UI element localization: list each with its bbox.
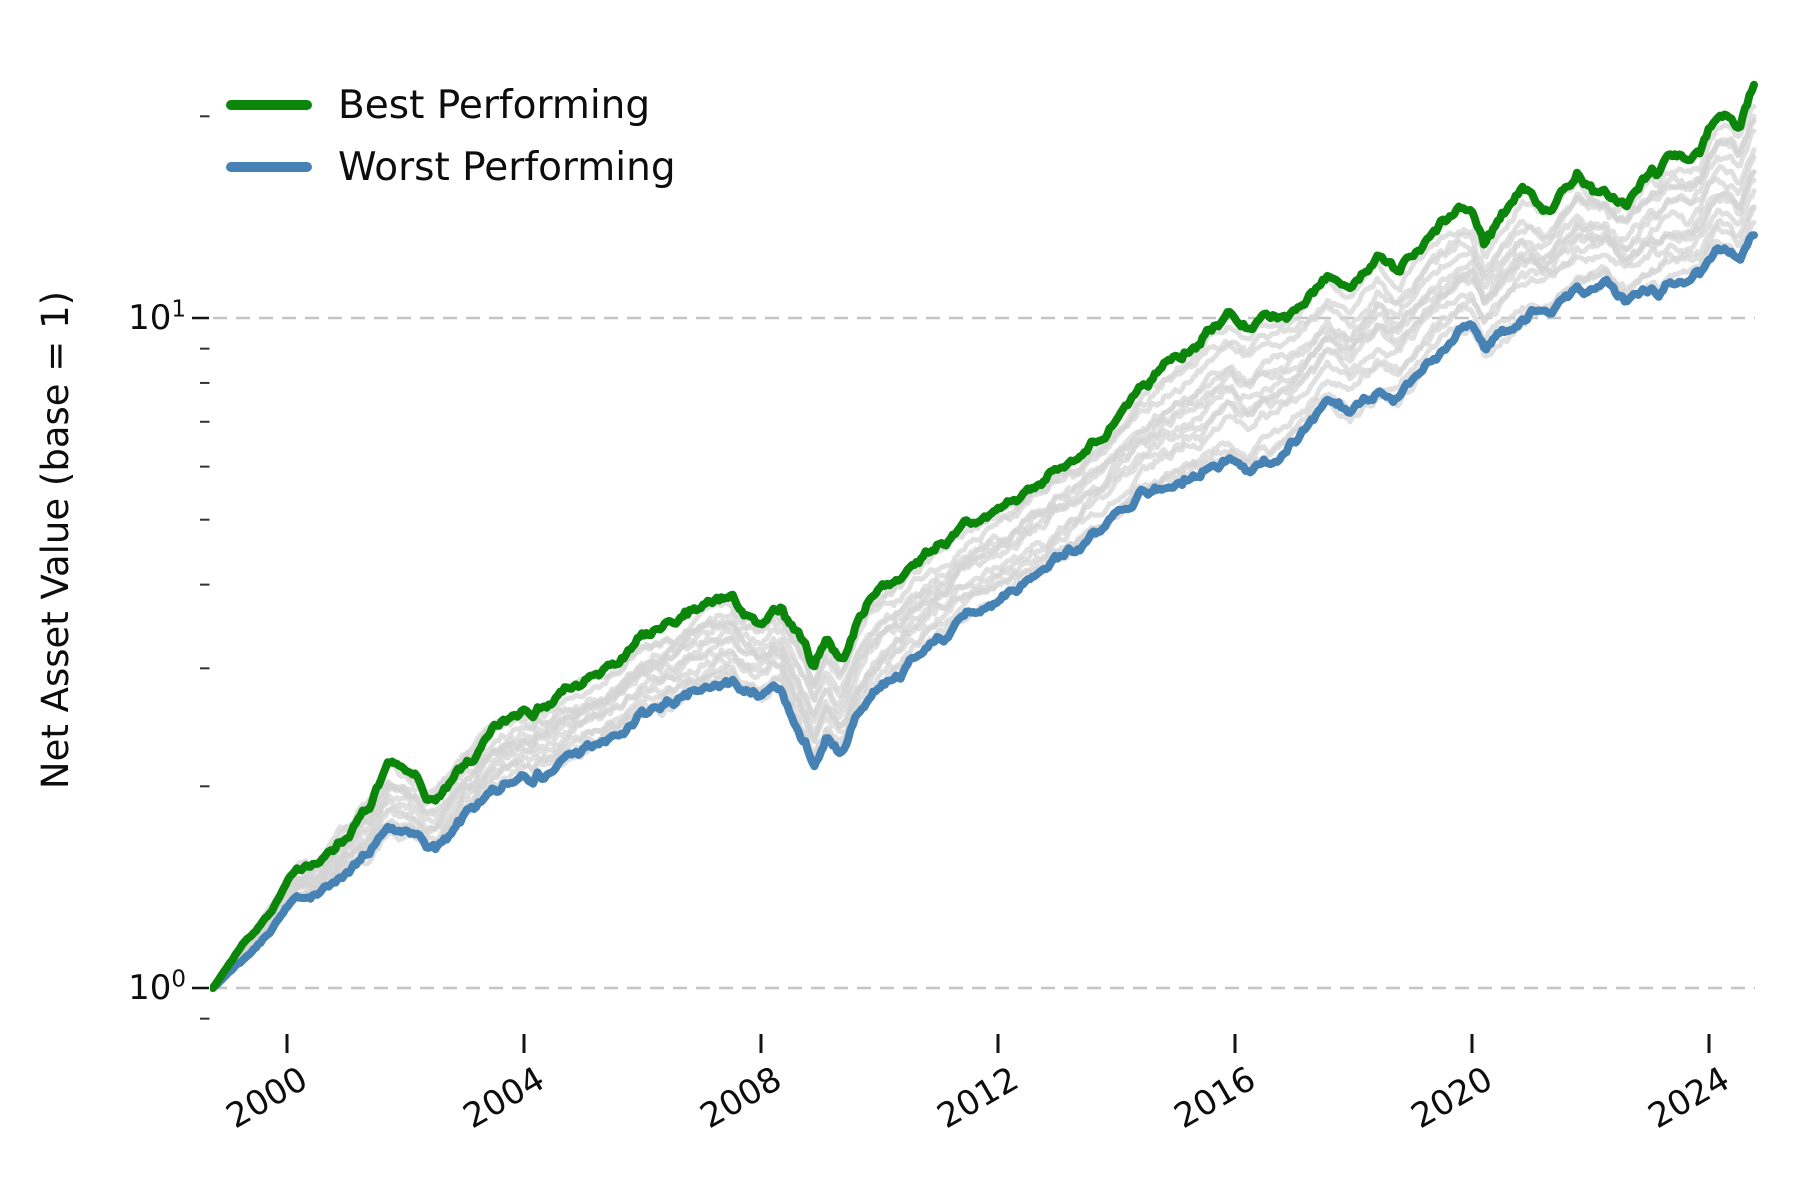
best-performing-line (210, 80, 1758, 992)
ensemble-line-6 (210, 177, 1757, 991)
y-tick-label-10^1: 101 (128, 296, 186, 338)
worst-performing-line (210, 231, 1758, 992)
legend-label-worst: Worst Performing (338, 144, 676, 190)
legend-swatch-worst (226, 162, 312, 172)
ensemble-line-10 (210, 113, 1757, 991)
legend-swatch-best (226, 100, 312, 110)
ensemble-line-5 (210, 169, 1757, 991)
legend-item-worst: Worst Performing (226, 136, 676, 198)
legend-label-best: Best Performing (338, 82, 651, 128)
y-axis-title: Net Asset Value (base = 1) (34, 290, 77, 790)
legend-item-best: Best Performing (226, 74, 676, 136)
legend: Best Performing Worst Performing (226, 74, 676, 198)
y-tick-label-10^0: 100 (128, 966, 186, 1008)
